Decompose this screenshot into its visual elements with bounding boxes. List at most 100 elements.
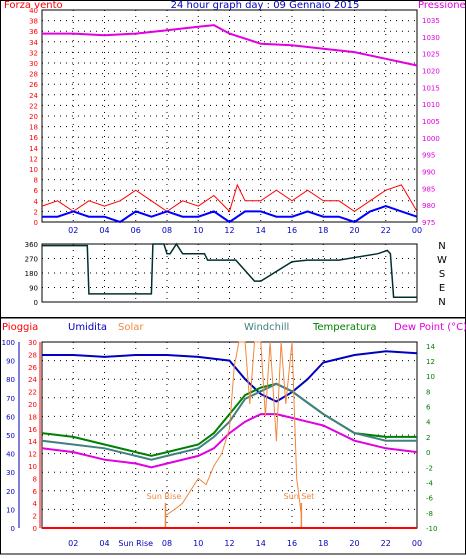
hour-tick: 20 bbox=[349, 226, 359, 235]
header-right: Pressione bbox=[418, 0, 466, 11]
rain-axis-tick: 28 bbox=[28, 351, 37, 359]
direction-axis-tick: 360 bbox=[25, 241, 38, 249]
hour-tick-bottom: 16 bbox=[287, 539, 297, 548]
wind-axis-tick: 34 bbox=[29, 39, 38, 47]
hour-tick-bottom: 18 bbox=[318, 539, 328, 548]
direction-axis-tick: 270 bbox=[25, 256, 38, 264]
legend-item: Solar bbox=[118, 322, 144, 333]
temperature-axis-tick: 6 bbox=[426, 404, 431, 412]
header-center: 24 hour graph day : 09 Gennaio 2015 bbox=[171, 0, 360, 11]
rain-axis-tick: 26 bbox=[28, 364, 37, 372]
wind-axis-tick: 4 bbox=[34, 198, 39, 206]
pressure-axis-tick: 1000 bbox=[422, 135, 440, 143]
pressure-axis-tick: 1020 bbox=[422, 68, 440, 76]
wind-axis-tick: 36 bbox=[29, 28, 38, 36]
pressure-axis-tick: 1015 bbox=[422, 84, 440, 92]
series-wind-direction bbox=[42, 242, 417, 298]
legend-item: Pioggia bbox=[2, 322, 38, 333]
wind-axis-tick: 14 bbox=[29, 145, 38, 153]
rain-axis-tick: 18 bbox=[28, 413, 37, 421]
humidity-axis-tick: 80 bbox=[6, 376, 15, 384]
compass-label: N bbox=[438, 297, 445, 308]
hour-tick: 16 bbox=[287, 226, 297, 235]
humidity-axis-tick: 20 bbox=[6, 488, 15, 496]
pressure-axis-tick: 1005 bbox=[422, 118, 440, 126]
legend-item: Windchill bbox=[244, 322, 289, 333]
wind-axis-tick: 26 bbox=[29, 81, 38, 89]
sun-rise-annotation: Sun Rise bbox=[147, 492, 182, 501]
humidity-axis-tick: 60 bbox=[6, 413, 15, 421]
wind-axis-tick: 24 bbox=[29, 92, 38, 100]
hour-tick: 10 bbox=[193, 226, 203, 235]
series-dewpoint bbox=[41, 413, 418, 469]
wind-axis-tick: 38 bbox=[29, 18, 38, 26]
wind-axis-tick: 40 bbox=[29, 7, 38, 15]
hour-tick-bottom: 20 bbox=[349, 539, 359, 548]
hour-tick-bottom: 00 bbox=[412, 539, 422, 548]
pressure-axis-tick: 1030 bbox=[422, 34, 440, 42]
humidity-axis-tick: 50 bbox=[6, 432, 15, 440]
wind-axis-tick: 12 bbox=[29, 155, 38, 163]
hour-tick-bottom: 08 bbox=[162, 539, 172, 548]
rain-axis-tick: 14 bbox=[28, 438, 37, 446]
hour-tick: 06 bbox=[131, 226, 141, 235]
rain-axis-tick: 10 bbox=[28, 463, 37, 471]
pressure-axis-tick: 1025 bbox=[422, 51, 440, 59]
wind-axis-tick: 2 bbox=[34, 208, 38, 216]
temperature-axis-tick: 12 bbox=[426, 358, 435, 366]
temperature-axis-tick: -6 bbox=[426, 495, 434, 503]
humidity-axis-tick: 30 bbox=[6, 469, 15, 477]
direction-axis-tick: 90 bbox=[29, 285, 38, 293]
hour-tick: 02 bbox=[68, 226, 78, 235]
wind-axis-tick: 6 bbox=[34, 187, 39, 195]
hour-tick-bottom: 14 bbox=[256, 539, 266, 548]
temperature-axis-tick: -10 bbox=[426, 525, 437, 533]
wind-axis-tick: 30 bbox=[29, 60, 38, 68]
hour-tick-bottom: 02 bbox=[68, 539, 78, 548]
temperature-axis-tick: 14 bbox=[426, 343, 435, 351]
legend-item: Umidita bbox=[68, 322, 107, 333]
legend-item: Temperatura bbox=[312, 322, 377, 333]
rain-axis-tick: 2 bbox=[33, 513, 37, 521]
humidity-axis-tick: 70 bbox=[6, 395, 15, 403]
rain-axis-tick: 30 bbox=[28, 339, 37, 347]
hour-tick-bottom: 22 bbox=[381, 539, 391, 548]
series-wind-gust bbox=[42, 205, 418, 224]
wind-axis-tick: 22 bbox=[29, 102, 38, 110]
humidity-axis-tick: 10 bbox=[6, 506, 15, 514]
temperature-axis-tick: 4 bbox=[426, 419, 431, 427]
wind-axis-tick: 0 bbox=[34, 219, 38, 227]
pressure-axis-tick: 980 bbox=[422, 202, 435, 210]
legend-item: Dew Point (°C) bbox=[394, 322, 466, 333]
series-wind-speed bbox=[41, 183, 418, 213]
rain-axis-tick: 8 bbox=[33, 475, 37, 483]
direction-axis-tick: 0 bbox=[34, 299, 38, 307]
hour-tick: 08 bbox=[162, 226, 172, 235]
pressure-axis-tick: 1010 bbox=[422, 101, 440, 109]
hour-tick-bottom: 04 bbox=[99, 539, 109, 548]
wind-axis-tick: 32 bbox=[29, 49, 38, 57]
compass-label: W bbox=[437, 255, 447, 266]
hour-tick: 12 bbox=[224, 226, 234, 235]
series-pressure bbox=[42, 24, 418, 67]
rain-axis-tick: 16 bbox=[28, 426, 37, 434]
hour-tick-bottom: 12 bbox=[224, 539, 234, 548]
humidity-axis-tick: 90 bbox=[6, 358, 15, 366]
pressure-axis-tick: 985 bbox=[422, 185, 435, 193]
hour-tick-bottom: Sun Rise bbox=[118, 539, 153, 548]
humidity-axis-tick: 40 bbox=[6, 451, 15, 459]
pressure-axis-tick: 1035 bbox=[422, 17, 440, 25]
header-left: Forza vento bbox=[4, 0, 63, 11]
sun-set-annotation: Sun Set bbox=[284, 492, 315, 501]
hour-tick-bottom: 10 bbox=[193, 539, 203, 548]
series-humidity bbox=[42, 350, 418, 403]
temperature-axis-tick: 10 bbox=[426, 373, 435, 381]
direction-axis-tick: 180 bbox=[25, 270, 38, 278]
hour-tick: 14 bbox=[256, 226, 266, 235]
humidity-axis-tick: 0 bbox=[11, 525, 15, 533]
rain-axis-tick: 4 bbox=[33, 500, 38, 508]
rain-axis-tick: 6 bbox=[33, 488, 38, 496]
rain-axis-tick: 20 bbox=[28, 401, 37, 409]
rain-axis-tick: 12 bbox=[28, 451, 37, 459]
